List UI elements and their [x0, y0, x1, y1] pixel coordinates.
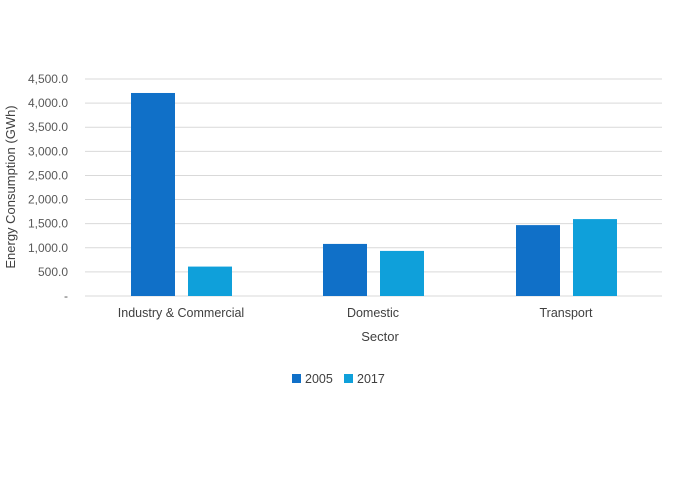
bar-2017-2	[573, 219, 617, 296]
y-tick-label: 3,000.0	[28, 144, 68, 158]
y-tick-label: 4,500.0	[28, 72, 68, 86]
x-category-label: Domestic	[347, 306, 399, 320]
legend-swatch	[292, 374, 301, 383]
bars	[131, 92, 617, 297]
y-tick-label: 1,000.0	[28, 241, 68, 255]
gridlines	[85, 78, 662, 297]
bar-2017-0	[188, 266, 232, 296]
x-category-label: Transport	[539, 306, 593, 320]
y-axis-ticks: - 500.0 1,000.0 1,500.0 2,000.0 2,500.0 3,000.…	[28, 72, 68, 303]
bar-2017-1	[380, 250, 424, 296]
x-axis-title: Sector	[361, 329, 399, 344]
y-axis-title: Energy Consumption (GWh)	[3, 105, 18, 268]
bar-2005-0	[131, 92, 175, 297]
x-axis-categories: Industry & Commercial Domestic Transport	[118, 306, 593, 320]
y-tick-label: 1,500.0	[28, 217, 68, 231]
y-tick-label: 3,500.0	[28, 120, 68, 134]
legend-label: 2017	[357, 372, 385, 386]
legend-label: 2005	[305, 372, 333, 386]
bar-2005-1	[323, 243, 367, 296]
bar-2005-2	[516, 225, 560, 296]
y-tick-label: 4,000.0	[28, 96, 68, 110]
y-tick-label: 500.0	[38, 265, 68, 279]
y-tick-label: -	[64, 289, 68, 303]
y-tick-label: 2,000.0	[28, 193, 68, 207]
x-category-label: Industry & Commercial	[118, 306, 244, 320]
y-tick-label: 2,500.0	[28, 168, 68, 182]
legend-swatch	[344, 374, 353, 383]
legend: 2005 2017	[292, 372, 385, 386]
